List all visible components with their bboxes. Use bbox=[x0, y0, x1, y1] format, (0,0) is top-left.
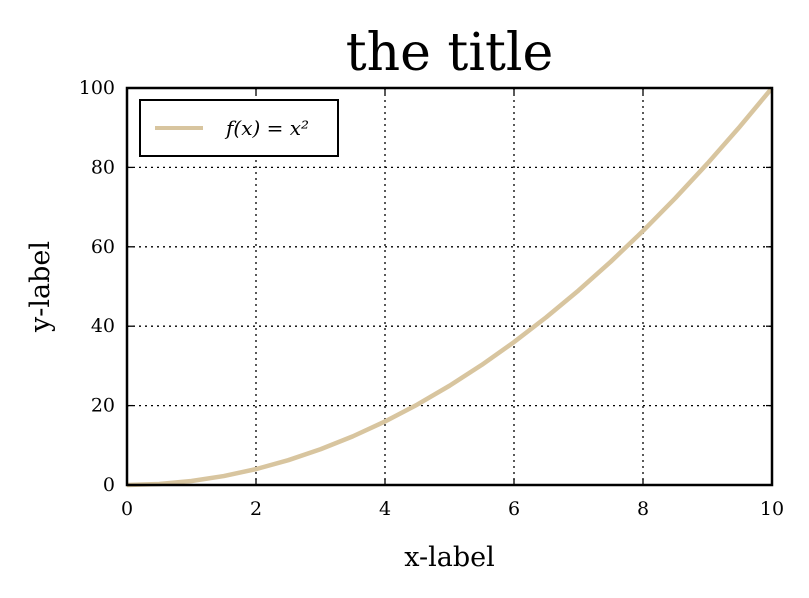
legend-label: f(x) = x² bbox=[224, 116, 309, 140]
y-tick-label: 20 bbox=[91, 395, 115, 417]
x-axis-label: x-label bbox=[404, 542, 495, 573]
y-tick-label: 60 bbox=[91, 236, 115, 258]
chart-title: the title bbox=[346, 23, 554, 83]
grid bbox=[127, 88, 772, 485]
series-layer bbox=[126, 86, 774, 488]
plot-frame bbox=[125, 86, 774, 487]
y-tick-label: 40 bbox=[91, 315, 115, 337]
x-tick-label: 4 bbox=[379, 498, 391, 520]
y-tick-label: 100 bbox=[79, 77, 115, 99]
x-tick-label: 2 bbox=[250, 498, 262, 520]
ticks bbox=[126, 87, 773, 486]
x-tick-label: 10 bbox=[760, 498, 784, 520]
legend: f(x) = x² bbox=[139, 99, 339, 157]
x-tick-label: 0 bbox=[121, 498, 133, 520]
series-line bbox=[126, 86, 774, 488]
y-tick-label: 0 bbox=[103, 474, 115, 496]
y-tick-label: 80 bbox=[91, 156, 115, 178]
x-tick-label: 8 bbox=[637, 498, 649, 520]
x-tick-label: 6 bbox=[508, 498, 520, 520]
y-axis-label: y-label bbox=[25, 241, 56, 333]
